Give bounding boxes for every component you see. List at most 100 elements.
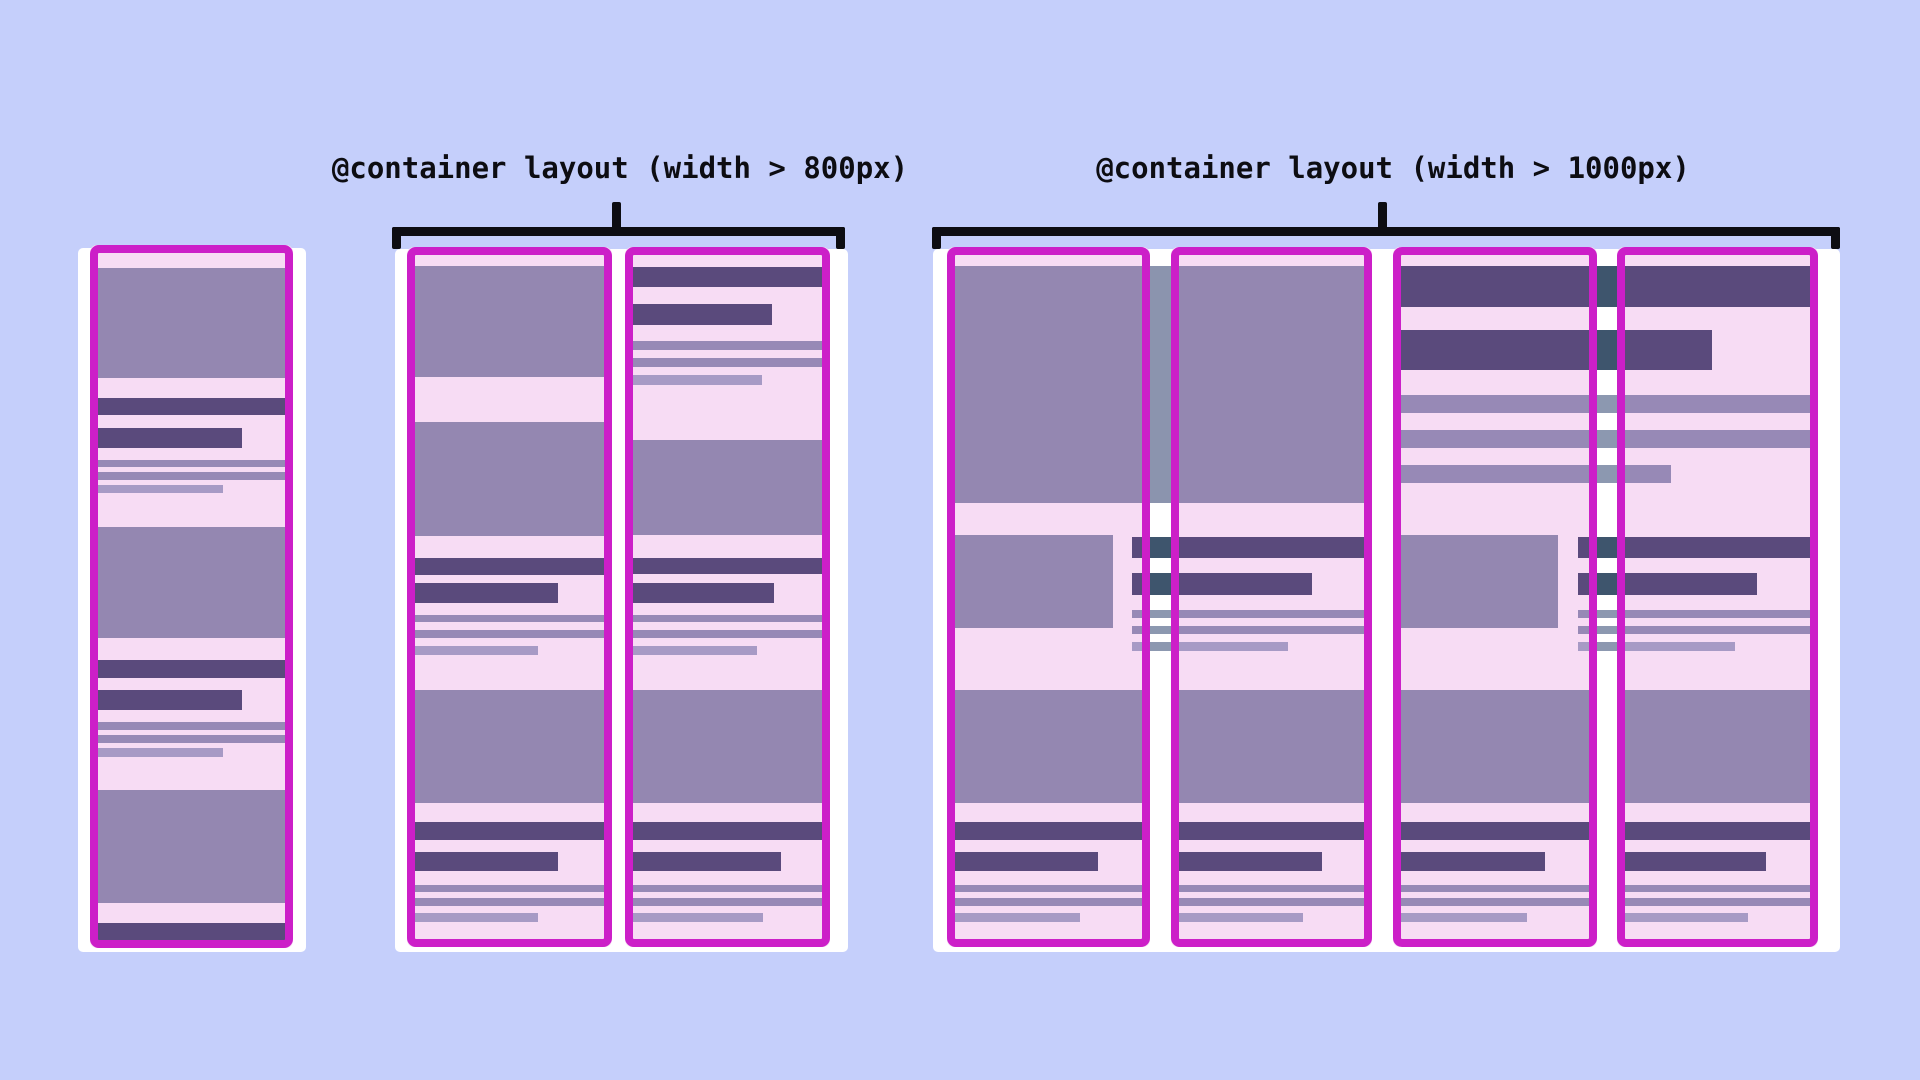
wide-col3-line-b	[1400, 898, 1590, 906]
narrow-image-3	[97, 790, 286, 903]
mid2-image-2	[632, 690, 823, 803]
narrow-line-1b	[97, 472, 286, 480]
wide-sub-image-col-1	[954, 535, 1113, 628]
bracket-1000-cap-left	[932, 227, 941, 249]
mid1-line-2c	[414, 913, 538, 922]
mid2-title-2	[632, 558, 823, 574]
mid1-line-1b	[414, 630, 605, 638]
gap34-tint-line-1	[1590, 610, 1624, 618]
mid2-line-2c	[632, 646, 757, 655]
bracket-1000-cap-right	[1831, 227, 1840, 249]
wide-col2-line-c	[1178, 913, 1303, 922]
wide-col3-image	[1400, 690, 1590, 803]
bracket-800-cap-left	[392, 227, 401, 249]
gap34-tint-body-1	[1590, 395, 1624, 413]
wide-col1-image	[954, 690, 1143, 803]
wide-headline-bar-2	[1400, 330, 1712, 370]
wide-col-2-border	[1171, 247, 1372, 947]
mid2-line-3b	[632, 898, 823, 906]
bracket-800-bar	[392, 227, 845, 236]
wide-a-title-bar-1	[1132, 537, 1365, 558]
mid2-subtitle-3	[632, 852, 781, 871]
label-container-800: @container layout (width > 800px)	[331, 151, 909, 185]
mid1-line-2a	[414, 885, 605, 892]
gap12-tint-title-2	[1143, 573, 1178, 595]
wide-col4-line-b	[1624, 898, 1811, 906]
wide-b-title-bar-1	[1578, 537, 1811, 558]
narrow-line-2a	[97, 722, 286, 730]
wide-b-line-3	[1578, 642, 1735, 651]
mid1-line-2b	[414, 898, 605, 906]
mid-card-1-border	[407, 247, 612, 947]
mid2-line-2b	[632, 630, 823, 638]
wide-sub-image-col-3	[1400, 535, 1558, 628]
narrow-line-1a	[97, 460, 286, 467]
mid2-line-1c	[632, 375, 762, 385]
mid-card-2-border	[625, 247, 830, 947]
mid1-subtitle-2	[414, 852, 558, 871]
mid2-line-1a	[632, 341, 823, 350]
label-container-1000: @container layout (width > 1000px)	[1096, 151, 1690, 185]
gap12-tint-title-1	[1143, 537, 1178, 558]
bracket-800-cap-right	[836, 227, 845, 249]
mid2-line-3c	[632, 913, 763, 922]
bracket-800-stem	[612, 202, 621, 229]
narrow-card-border	[90, 245, 293, 948]
mid1-image-2	[414, 422, 605, 536]
narrow-title-3	[97, 923, 286, 941]
gap34-tint-title-2	[1590, 573, 1624, 595]
wide-a-line-3	[1132, 642, 1288, 651]
bracket-1000-bar	[932, 227, 1840, 236]
bracket-1000-stem	[1378, 202, 1387, 229]
mid2-title-3	[632, 822, 823, 840]
wide-a-line-1	[1132, 610, 1365, 618]
wide-col3-title	[1400, 822, 1590, 840]
wide-col2-subtitle	[1178, 852, 1322, 871]
wide-col2-line-b	[1178, 898, 1365, 906]
narrow-line-2b	[97, 735, 286, 743]
mid1-title-2	[414, 822, 605, 840]
mid2-title-1	[632, 267, 823, 287]
mid2-line-2a	[632, 615, 823, 622]
mid2-line-3a	[632, 885, 823, 892]
wide-col4-subtitle	[1624, 852, 1766, 871]
gap34-tint-title-1	[1590, 537, 1624, 558]
gap12-tint-line-1	[1143, 610, 1178, 618]
mid1-subtitle-1	[414, 583, 558, 603]
mid2-subtitle-1	[632, 304, 772, 325]
wide-col1-line-c	[954, 913, 1080, 922]
mid1-line-1a	[414, 615, 605, 622]
wide-col3-line-c	[1400, 913, 1527, 922]
narrow-subtitle-2	[97, 690, 242, 710]
wide-col-3-border	[1393, 247, 1597, 947]
gap34-tint-line-3	[1590, 642, 1624, 651]
mid1-line-1c	[414, 646, 538, 655]
wide-col-1-border	[947, 247, 1150, 947]
wide-col-4-border	[1617, 247, 1818, 947]
wide-col4-image	[1624, 690, 1811, 803]
mid1-image-1	[414, 266, 605, 377]
wide-col1-line-a	[954, 885, 1143, 892]
wide-col1-subtitle	[954, 852, 1098, 871]
gap34-tint-body-2	[1590, 430, 1624, 448]
narrow-image-2	[97, 527, 286, 638]
wide-col3-subtitle	[1400, 852, 1545, 871]
narrow-title-1	[97, 398, 286, 415]
mid2-image-1	[632, 440, 823, 535]
wide-b-line-1	[1578, 610, 1811, 618]
narrow-image-1	[97, 268, 286, 378]
gap12-tint-line-3	[1143, 642, 1178, 651]
wide-col1-title	[954, 822, 1143, 840]
wide-col4-line-c	[1624, 913, 1748, 922]
wide-col2-line-a	[1178, 885, 1365, 892]
wide-col2-title	[1178, 822, 1365, 840]
narrow-title-2	[97, 660, 286, 678]
narrow-subtitle-1	[97, 428, 242, 448]
wide-col1-line-b	[954, 898, 1143, 906]
mid2-subtitle-2	[632, 583, 774, 603]
wide-col4-line-a	[1624, 885, 1811, 892]
gap34-tint-line-2	[1590, 626, 1624, 634]
gap12-tint-line-2	[1143, 626, 1178, 634]
gap34-tint-body-3	[1590, 465, 1624, 483]
